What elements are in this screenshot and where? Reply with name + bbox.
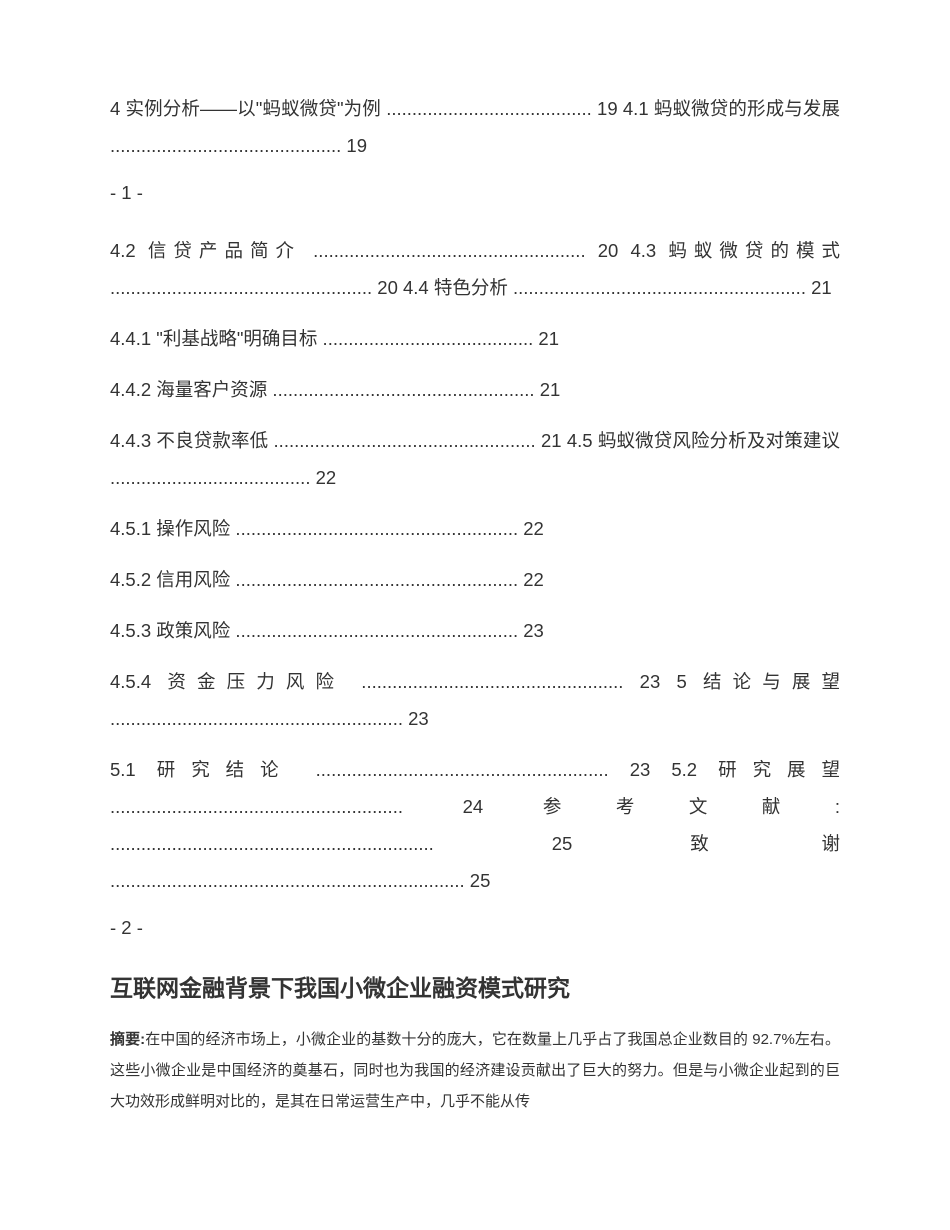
abstract-label: 摘要: bbox=[110, 1031, 145, 1048]
document-page: 4 实例分析——以"蚂蚁微贷"为例 ......................… bbox=[0, 0, 950, 1177]
abstract-text: 在中国的经济市场上，小微企业的基数十分的庞大，它在数量上几乎占了我国总企业数目的… bbox=[110, 1031, 840, 1110]
page-marker: - 2 - bbox=[110, 917, 840, 939]
toc-entry: 4.4.3 不良贷款率低 ...........................… bbox=[110, 422, 840, 496]
toc-entry: 4.4.1 "利基战略"明确目标 .......................… bbox=[110, 320, 840, 357]
toc-entry: 5.1 研究结论 ...............................… bbox=[110, 751, 840, 899]
toc-entry: 4.5.1 操作风险 .............................… bbox=[110, 510, 840, 547]
toc-entry: 4.5.3 政策风险 .............................… bbox=[110, 612, 840, 649]
page-marker: - 1 - bbox=[110, 182, 840, 204]
abstract-paragraph: 摘要:在中国的经济市场上，小微企业的基数十分的庞大，它在数量上几乎占了我国总企业… bbox=[110, 1025, 840, 1117]
article-title: 互联网金融背景下我国小微企业融资模式研究 bbox=[110, 969, 840, 1003]
toc-entry: 4.4.2 海量客户资源 ...........................… bbox=[110, 371, 840, 408]
toc-entry: 4.2 信贷产品简介 .............................… bbox=[110, 232, 840, 306]
toc-entry: 4.5.4 资金压力风险 ...........................… bbox=[110, 663, 840, 737]
toc-entry: 4.5.2 信用风险 .............................… bbox=[110, 561, 840, 598]
toc-entry: 4 实例分析——以"蚂蚁微贷"为例 ......................… bbox=[110, 90, 840, 164]
